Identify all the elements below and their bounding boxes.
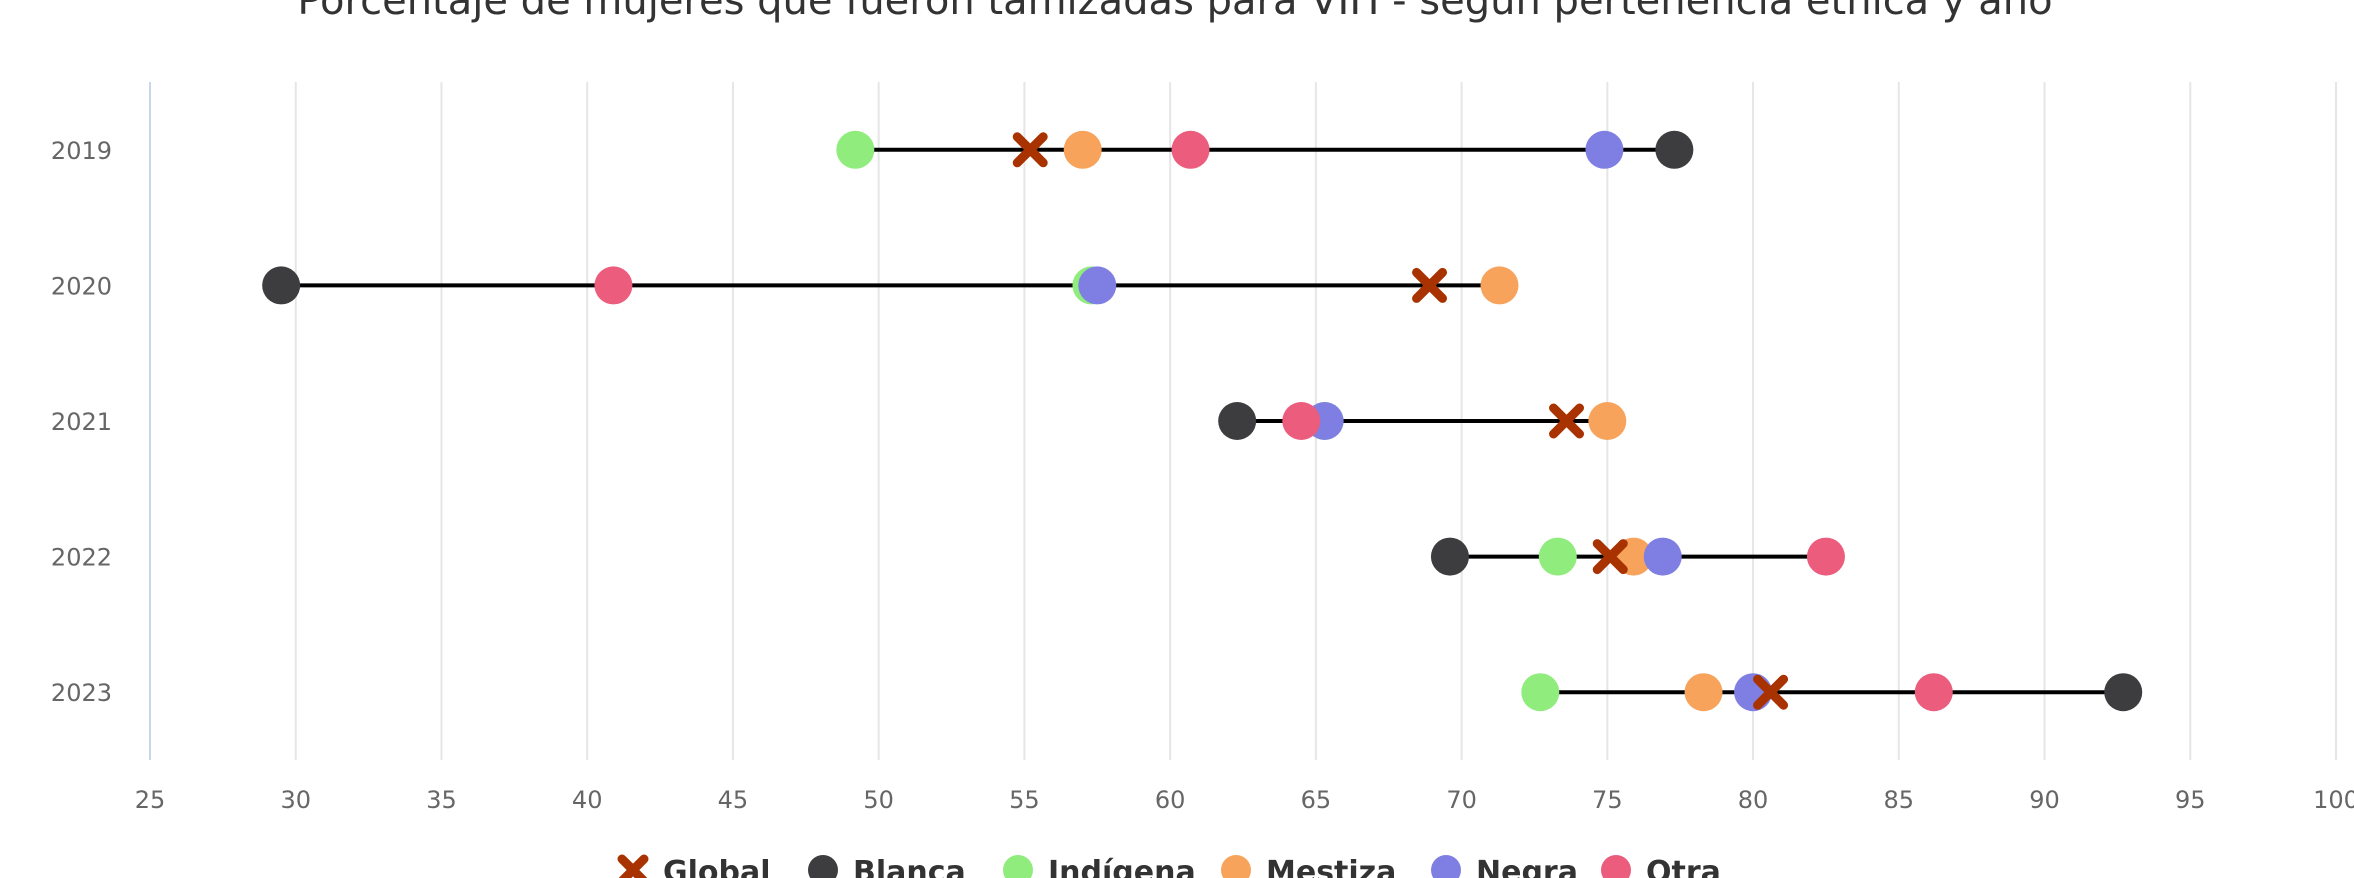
x-tick-label-25: 25 — [135, 786, 166, 814]
point-mestiza-2023[interactable] — [1684, 673, 1723, 712]
x-tick-label-65: 65 — [1301, 786, 1332, 814]
grid-layer — [294, 82, 2337, 760]
legend-label-blanca: Blanca — [853, 855, 966, 878]
range-lines-layer — [281, 147, 2124, 695]
point-blanca-2019[interactable] — [1655, 130, 1694, 169]
x-tick-label-35: 35 — [426, 786, 457, 814]
y-tick-label-2020: 2020 — [51, 272, 112, 300]
legend-marker-negra — [1431, 855, 1461, 878]
point-mestiza-2019[interactable] — [1063, 130, 1102, 169]
point-global-2022[interactable] — [1592, 539, 1628, 575]
y-tick-label-2019: 2019 — [51, 137, 112, 165]
point-blanca-2021[interactable] — [1218, 402, 1257, 440]
x-tick-label-95: 95 — [2175, 786, 2206, 814]
x-tick-label-75: 75 — [1592, 786, 1623, 814]
x-tick-label-45: 45 — [718, 786, 749, 814]
point-mestiza-2021[interactable] — [1588, 402, 1627, 440]
legend-label-otra: Otra — [1646, 855, 1721, 878]
legend-label-mestiza: Mestiza — [1266, 855, 1396, 878]
point-blanca-2023[interactable] — [2104, 673, 2143, 712]
y-tick-label-2021: 2021 — [51, 408, 112, 436]
legend-item-global[interactable]: Global — [617, 854, 771, 878]
y-tick-label-2022: 2022 — [51, 544, 112, 572]
x-tick-label-70: 70 — [1446, 786, 1477, 814]
x-tick-label-40: 40 — [572, 786, 603, 814]
point-blanca-2022[interactable] — [1430, 537, 1469, 576]
legend-marker-indigena — [1003, 855, 1033, 878]
x-tick-label-90: 90 — [2029, 786, 2060, 814]
legend-item-otra[interactable]: Otra — [1601, 855, 1721, 878]
point-indigena-2023[interactable] — [1521, 673, 1560, 712]
point-otra-2023[interactable] — [1914, 673, 1953, 712]
legend-marker-blanca — [808, 855, 838, 878]
x-tick-label-80: 80 — [1738, 786, 1769, 814]
x-tick-label-30: 30 — [280, 786, 311, 814]
point-otra-2020[interactable] — [594, 266, 633, 305]
legend-marker-mestiza — [1221, 855, 1251, 878]
point-blanca-2020[interactable] — [262, 266, 301, 305]
legend-item-blanca[interactable]: Blanca — [808, 855, 966, 878]
point-otra-2021[interactable] — [1282, 402, 1321, 440]
legend-label-indigena: Indígena — [1048, 855, 1196, 878]
point-global-2019[interactable] — [1012, 132, 1048, 168]
y-tick-label-2023: 2023 — [51, 679, 112, 707]
legend-marker-global[interactable] — [617, 854, 649, 878]
point-indigena-2019[interactable] — [836, 130, 875, 169]
point-global-2020[interactable] — [1412, 267, 1448, 303]
legend-item-negra[interactable]: Negra — [1431, 855, 1578, 878]
legend-marker-otra — [1601, 855, 1631, 878]
point-negra-2019[interactable] — [1585, 130, 1624, 169]
point-mestiza-2020[interactable] — [1480, 266, 1519, 305]
chart-title: Porcentaje de mujeres que fueron tamizad… — [297, 0, 2052, 24]
x-tick-label-50: 50 — [863, 786, 894, 814]
legend-item-mestiza[interactable]: Mestiza — [1221, 855, 1396, 878]
x-tick-label-100: 100 — [2313, 786, 2354, 814]
point-global-2023[interactable] — [1753, 674, 1789, 710]
x-tick-label-85: 85 — [1884, 786, 1915, 814]
legend[interactable]: Global Blanca Indígena Mestiza Negra Otra — [617, 854, 1721, 878]
point-otra-2019[interactable] — [1171, 130, 1210, 169]
point-negra-2020[interactable] — [1078, 266, 1117, 305]
legend-item-indigena[interactable]: Indígena — [1003, 855, 1196, 878]
axis-layer: 25 30 35 40 45 50 55 60 65 70 75 80 85 90 95 100 2019 202… — [51, 82, 2354, 814]
point-indigena-2022[interactable] — [1538, 537, 1577, 576]
point-otra-2022[interactable] — [1806, 537, 1845, 576]
point-negra-2022[interactable] — [1643, 537, 1682, 576]
legend-label-negra: Negra — [1476, 855, 1578, 878]
x-tick-label-55: 55 — [1009, 786, 1040, 814]
legend-label-global: Global — [663, 855, 771, 878]
points-layer — [262, 130, 2143, 712]
x-tick-label-60: 60 — [1155, 786, 1186, 814]
point-global-2021[interactable] — [1549, 403, 1585, 439]
